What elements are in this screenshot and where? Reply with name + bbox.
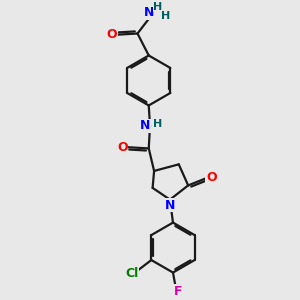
Text: N: N bbox=[165, 199, 175, 212]
Text: H: H bbox=[161, 11, 170, 21]
Text: F: F bbox=[174, 285, 182, 298]
Text: O: O bbox=[106, 28, 117, 41]
Text: N: N bbox=[144, 6, 154, 19]
Text: O: O bbox=[117, 141, 128, 154]
Text: O: O bbox=[206, 171, 217, 184]
Text: H: H bbox=[153, 119, 163, 129]
Text: N: N bbox=[140, 119, 151, 132]
Text: H: H bbox=[153, 2, 163, 12]
Text: Cl: Cl bbox=[125, 267, 139, 280]
